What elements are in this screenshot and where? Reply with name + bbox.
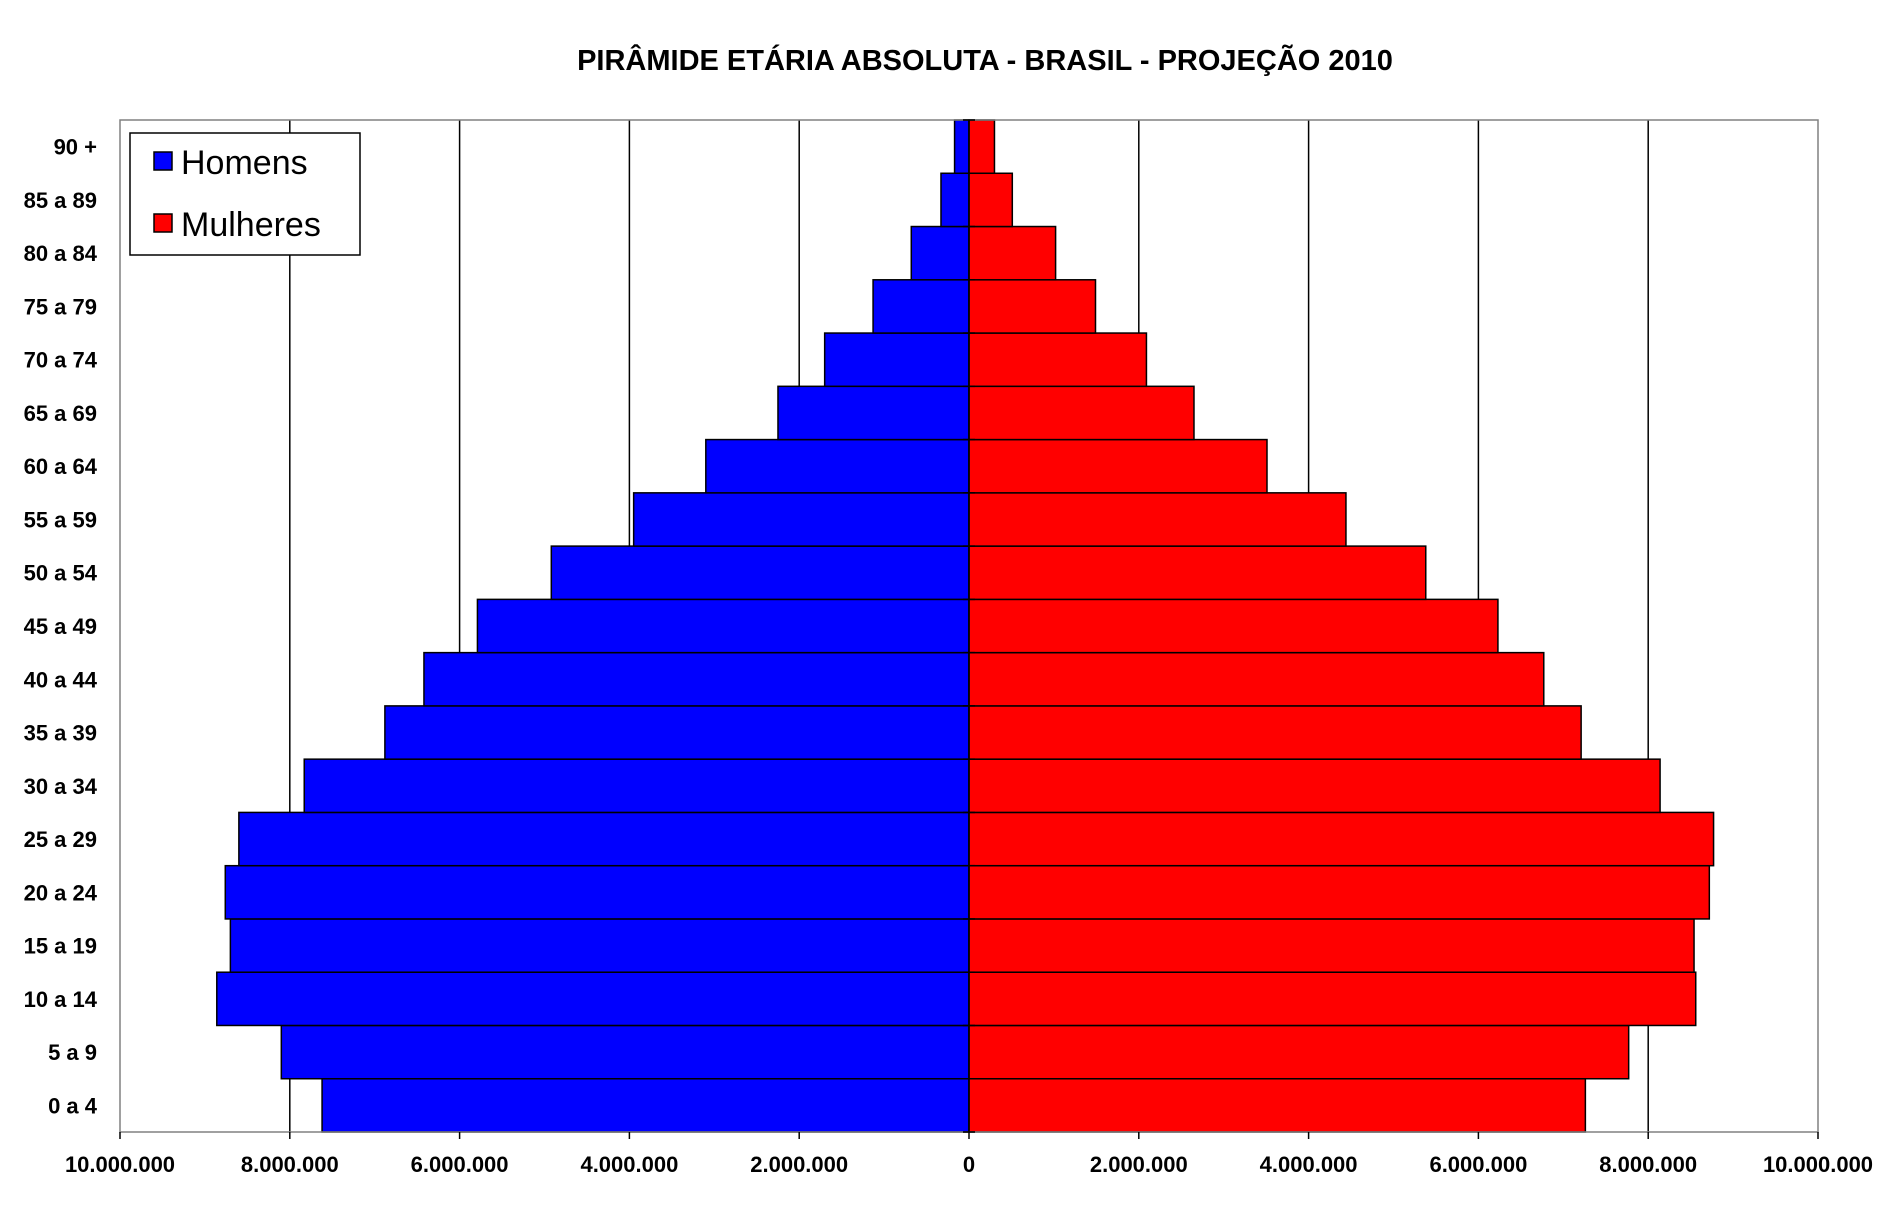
bar-homens (476, 598, 970, 654)
x-tick-label: 10.000.000 (1763, 1152, 1873, 1177)
bar-mulheres (968, 332, 1148, 388)
bar-homens (705, 438, 970, 494)
bar-homens (224, 864, 970, 920)
y-tick-label: 35 a 39 (24, 721, 97, 746)
bar-homens (384, 705, 970, 760)
bar-mulheres (968, 279, 1097, 334)
bar-homens (823, 332, 970, 388)
y-tick-label: 0 a 4 (48, 1093, 98, 1118)
bar-homens (550, 545, 970, 601)
bar-mulheres (968, 971, 1697, 1027)
y-tick-label: 75 a 79 (24, 294, 97, 319)
bar-mulheres (968, 492, 1347, 547)
legend-label-mulheres: Mulheres (181, 206, 321, 244)
y-tick-label: 5 a 9 (48, 1040, 97, 1065)
chart-title: PIRÂMIDE ETÁRIA ABSOLUTA - BRASIL - PROJ… (577, 43, 1393, 77)
x-tick-label: 8.000.000 (1599, 1152, 1697, 1177)
bar-mulheres (968, 598, 1499, 654)
legend-label-homens: Homens (181, 144, 308, 182)
x-axis: 10.000.000 8.000.000 6.000.000 4.000.000 2.0… (65, 1132, 1873, 1177)
bar-mulheres (968, 1024, 1630, 1080)
x-tick-label: 6.000.000 (1429, 1152, 1527, 1177)
x-tick-label: 4.000.000 (1260, 1152, 1358, 1177)
bar-homens (216, 971, 970, 1027)
bar-mulheres (968, 758, 1661, 814)
bar-mulheres (968, 545, 1427, 601)
y-tick-label: 80 a 84 (24, 241, 98, 266)
bar-homens (280, 1024, 970, 1080)
bar-mulheres (968, 918, 1695, 973)
bar-mulheres (968, 651, 1545, 707)
x-tick-label: 10.000.000 (65, 1152, 175, 1177)
x-tick-label: 6.000.000 (411, 1152, 509, 1177)
bar-mulheres (968, 225, 1057, 281)
bar-homens (872, 279, 970, 334)
x-tick-label: 2.000.000 (1090, 1152, 1188, 1177)
x-tick-label: 8.000.000 (241, 1152, 339, 1177)
bar-homens (303, 758, 970, 814)
y-tick-label: 45 a 49 (24, 614, 97, 639)
y-tick-label: 85 a 89 (24, 188, 97, 213)
bar-mulheres (968, 811, 1715, 867)
bar-homens (632, 492, 970, 547)
bar-homens (238, 811, 970, 867)
y-tick-label: 10 a 14 (24, 987, 98, 1012)
y-axis: 0 a 4 5 a 9 10 a 14 15 a 19 20 a 24 25 a 29 30… (24, 119, 975, 1133)
bar-mulheres (968, 864, 1711, 920)
bar-homens (910, 225, 970, 281)
bar-mulheres (968, 172, 1014, 228)
x-tick-label: 4.000.000 (580, 1152, 678, 1177)
bar-homens (940, 172, 970, 228)
x-tick-label: 0 (963, 1152, 975, 1177)
y-tick-label: 55 a 59 (24, 507, 97, 532)
y-tick-label: 70 a 74 (24, 348, 98, 373)
y-tick-label: 25 a 29 (24, 827, 97, 852)
bar-mulheres (968, 385, 1195, 441)
bar-mulheres (968, 705, 1582, 760)
y-tick-label: 65 a 69 (24, 401, 97, 426)
x-tick-label: 2.000.000 (750, 1152, 848, 1177)
y-tick-label: 60 a 64 (24, 454, 98, 479)
y-tick-label: 20 a 24 (24, 880, 98, 905)
bar-mulheres (968, 119, 996, 175)
bars (216, 119, 1715, 1133)
y-tick-label: 15 a 19 (24, 934, 97, 959)
legend-swatch-homens (153, 151, 173, 171)
bar-mulheres (968, 1077, 1587, 1133)
bar-homens (423, 651, 970, 707)
y-tick-label: 30 a 34 (24, 774, 98, 799)
bar-homens (321, 1077, 970, 1133)
bar-mulheres (968, 438, 1268, 494)
legend: Homens Mulheres (129, 132, 361, 256)
y-tick-label: 50 a 54 (24, 561, 98, 586)
y-tick-label: 90 + (54, 135, 97, 160)
legend-swatch-mulheres (153, 213, 173, 233)
bar-homens (953, 119, 970, 175)
bar-homens (777, 385, 970, 441)
bar-homens (229, 918, 970, 973)
y-tick-label: 40 a 44 (24, 667, 98, 692)
